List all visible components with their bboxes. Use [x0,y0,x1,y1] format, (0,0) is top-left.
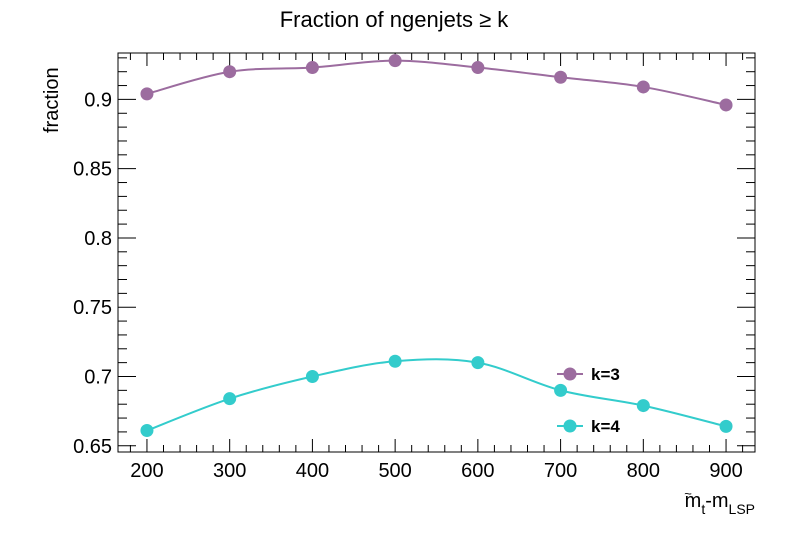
y-tick-label: 0.65 [73,436,112,458]
data-point-k=3 [140,87,154,101]
plot-frame [117,52,756,453]
legend-label: k=4 [591,417,620,436]
x-tick-label: 600 [461,460,494,482]
legend-label: k=3 [591,365,620,384]
x-tick-labels: 200 300 400 500 600 700 800 900 [130,460,742,482]
y-tick-label: 0.75 [73,297,112,319]
data-point-k=4 [140,424,154,438]
data-point-k=3 [636,80,650,94]
y-tick-label: 0.7 [84,366,112,388]
x-axis-label-dash: -m [705,490,728,512]
series-line-k=3 [146,59,727,106]
x-tick-label: 700 [544,460,577,482]
y-tick-labels: 0.65 0.7 0.75 0.8 0.85 0.9 [73,89,112,457]
x-axis-label: mt-mLSP [685,490,755,517]
x-tick-label: 200 [130,460,163,482]
y-tick-label: 0.85 [73,159,112,181]
data-point-k=4 [305,369,319,383]
data-point-k=3 [719,98,733,112]
x-axis-label-sub-lsp: LSP [729,501,755,517]
series-line-k=4 [146,358,727,432]
x-tick-label: 800 [627,460,660,482]
series-group [140,54,733,438]
data-point-k=3 [554,70,568,84]
x-tick-label: 400 [296,460,329,482]
y-tick-label: 0.9 [84,89,112,111]
data-point-k=3 [471,61,485,75]
x-tick-label: 900 [709,460,742,482]
legend-marker [563,419,577,433]
data-point-k=4 [719,419,733,433]
legend: k=3 k=4 [557,365,620,436]
x-axis-label-sub-t: t [701,501,705,517]
y-axis-label: fraction [41,67,63,133]
data-point-k=4 [554,383,568,397]
data-point-k=4 [223,392,237,406]
x-tick-label: 500 [378,460,411,482]
data-point-k=4 [471,356,485,370]
y-tick-label: 0.8 [84,228,112,250]
axis-ticks [118,53,755,452]
data-point-k=4 [388,354,402,368]
legend-marker [563,367,577,381]
data-point-k=3 [223,65,237,79]
x-tick-label: 300 [213,460,246,482]
data-point-k=3 [388,54,402,68]
chart-title: Fraction of ngenjets ≥ k [280,7,510,32]
x-axis-label-m: m [685,490,702,512]
x-axis-label-tilde: ~ [684,486,692,501]
data-point-k=3 [305,61,319,75]
data-point-k=4 [636,399,650,413]
